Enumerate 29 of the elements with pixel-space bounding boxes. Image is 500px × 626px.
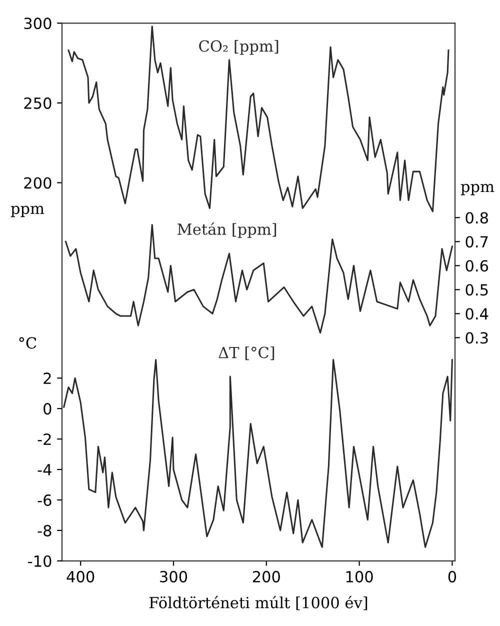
y3-tick-label: -6 [38, 494, 52, 506]
y2-tick-label: 0.4 [466, 308, 488, 320]
y3-tick-label: -4 [38, 464, 52, 476]
y3-tick-label: -2 [38, 433, 51, 445]
y2-tick-label: 0.5 [466, 284, 488, 296]
x-tick-label: 100 [346, 570, 373, 582]
y2-axis-title: ppm [460, 184, 494, 196]
y3-tick-label: -8 [38, 524, 52, 536]
y2-tick-label: 0.3 [466, 332, 488, 344]
y-tick-label: 250 [24, 97, 52, 109]
x-tick-label: 200 [252, 570, 280, 582]
y3-tick-label: 2 [44, 372, 51, 384]
y-tick-label: 200 [24, 177, 52, 189]
x-tick-label: 400 [66, 570, 94, 582]
x-tick-label: 300 [160, 570, 188, 582]
y-axis-title: ppm [10, 206, 44, 218]
x-tick-label: 0 [448, 570, 456, 582]
y3-tick-label: 0 [44, 403, 52, 415]
y2-tick-label: 0.8 [466, 212, 488, 224]
y3-tick-label: -10 [28, 555, 52, 567]
y2-tick-label: 0.6 [466, 260, 488, 272]
series-label: CO₂ [ppm] [199, 40, 278, 55]
x-axis-title: Földtörténeti múlt [1000 év] [149, 596, 368, 610]
y-tick-label: 300 [24, 18, 52, 30]
line-series [68, 26, 450, 212]
y2-tick-label: 0.7 [466, 236, 488, 248]
y3-axis-title: °C [19, 337, 36, 349]
series-label: ΔT [°C] [218, 346, 274, 360]
series-label: Metán [ppm] [178, 222, 276, 238]
